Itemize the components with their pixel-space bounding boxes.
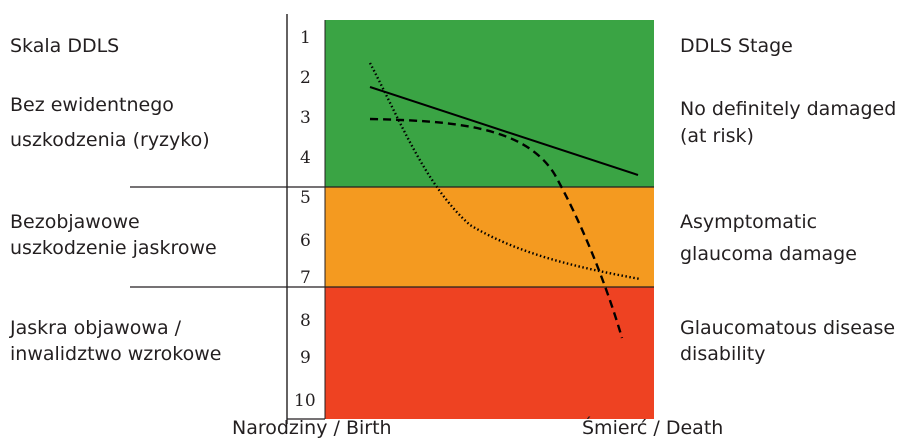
right-zone2-line1: Asymptomatic [680,211,818,233]
zone-disability [325,287,654,419]
stage-number-7: 7 [300,268,311,288]
solid-progression-line [369,86,639,176]
zone-at-risk [325,20,654,187]
right-zone3-line1: Glaucomatous disease [680,317,896,339]
right-zone2-line2: glaucoma damage [680,243,857,265]
left-zone1-line2: uszkodzenia (ryzyko) [10,129,210,151]
stage-number-10: 10 [294,391,316,411]
dashed-progression-curve [369,117,624,339]
stage-number-2: 2 [300,68,311,88]
stage-number-9: 9 [300,348,311,368]
left-zone3-line2: inwalidztwo wzrokowe [10,343,222,365]
x-axis-end-label: Śmierć / Death [582,417,724,439]
zone-asymptomatic [325,187,654,287]
stage-number-3: 3 [300,108,311,128]
left-zone1-line1: Bez ewidentnego [10,94,174,116]
right-zone3-line2: disability [680,343,766,365]
left-zone2-line2: uszkodzenie jaskrowe [10,237,217,259]
stage-number-6: 6 [300,231,311,251]
stage-number-4: 4 [300,148,311,168]
left-scale-title: Skala DDLS [10,35,120,57]
left-zone2-line1: Bezobjawowe [10,211,140,233]
x-axis-start-label: Narodziny / Birth [232,417,392,439]
stage-number-5: 5 [300,188,311,208]
right-zone1-line1: No definitely damaged [680,98,897,120]
stage-number-1: 1 [300,28,311,48]
dotted-progression-curve [368,62,641,281]
right-scale-title: DDLS Stage [680,35,793,57]
stage-number-8: 8 [300,311,311,331]
right-zone1-line2: (at risk) [680,125,754,147]
left-zone3-line1: Jaskra objawowa / [10,317,182,339]
